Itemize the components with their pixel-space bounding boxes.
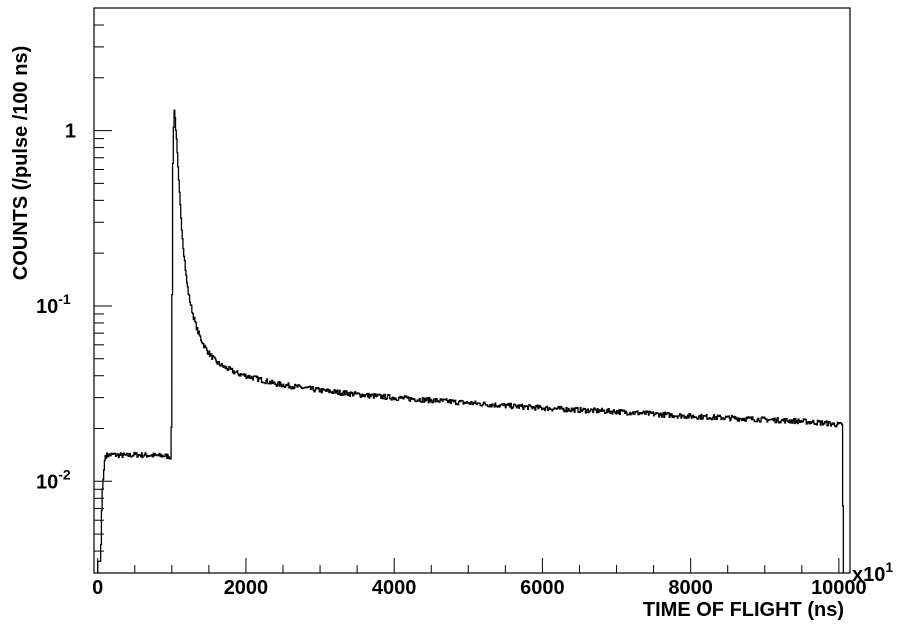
x-axis-ticks: 0 2000 4000 6000 8000 10000 — [92, 558, 867, 599]
x-tick-label: 0 — [92, 577, 103, 599]
plot-frame — [93, 7, 851, 574]
y-tick-label: 10-1 — [36, 291, 71, 318]
series-line — [97, 109, 844, 573]
y-tick-label: 10-2 — [36, 466, 71, 493]
x-tick-label: 2000 — [224, 577, 269, 599]
x-multiplier-label: x101 — [852, 559, 893, 586]
x-tick-label: 4000 — [372, 577, 417, 599]
x-axis-label: TIME OF FLIGHT (ns) — [643, 599, 844, 621]
y-axis-label: COUNTS (/pulse /100 ns) — [10, 46, 32, 281]
x-tick-label: 8000 — [668, 577, 713, 599]
x-tick-label: 6000 — [520, 577, 565, 599]
x-tick-label: 10000 — [811, 577, 867, 599]
y-axis-ticks: 10-2 10-1 1 — [36, 7, 112, 574]
y-tick-label: 1 — [65, 121, 76, 143]
